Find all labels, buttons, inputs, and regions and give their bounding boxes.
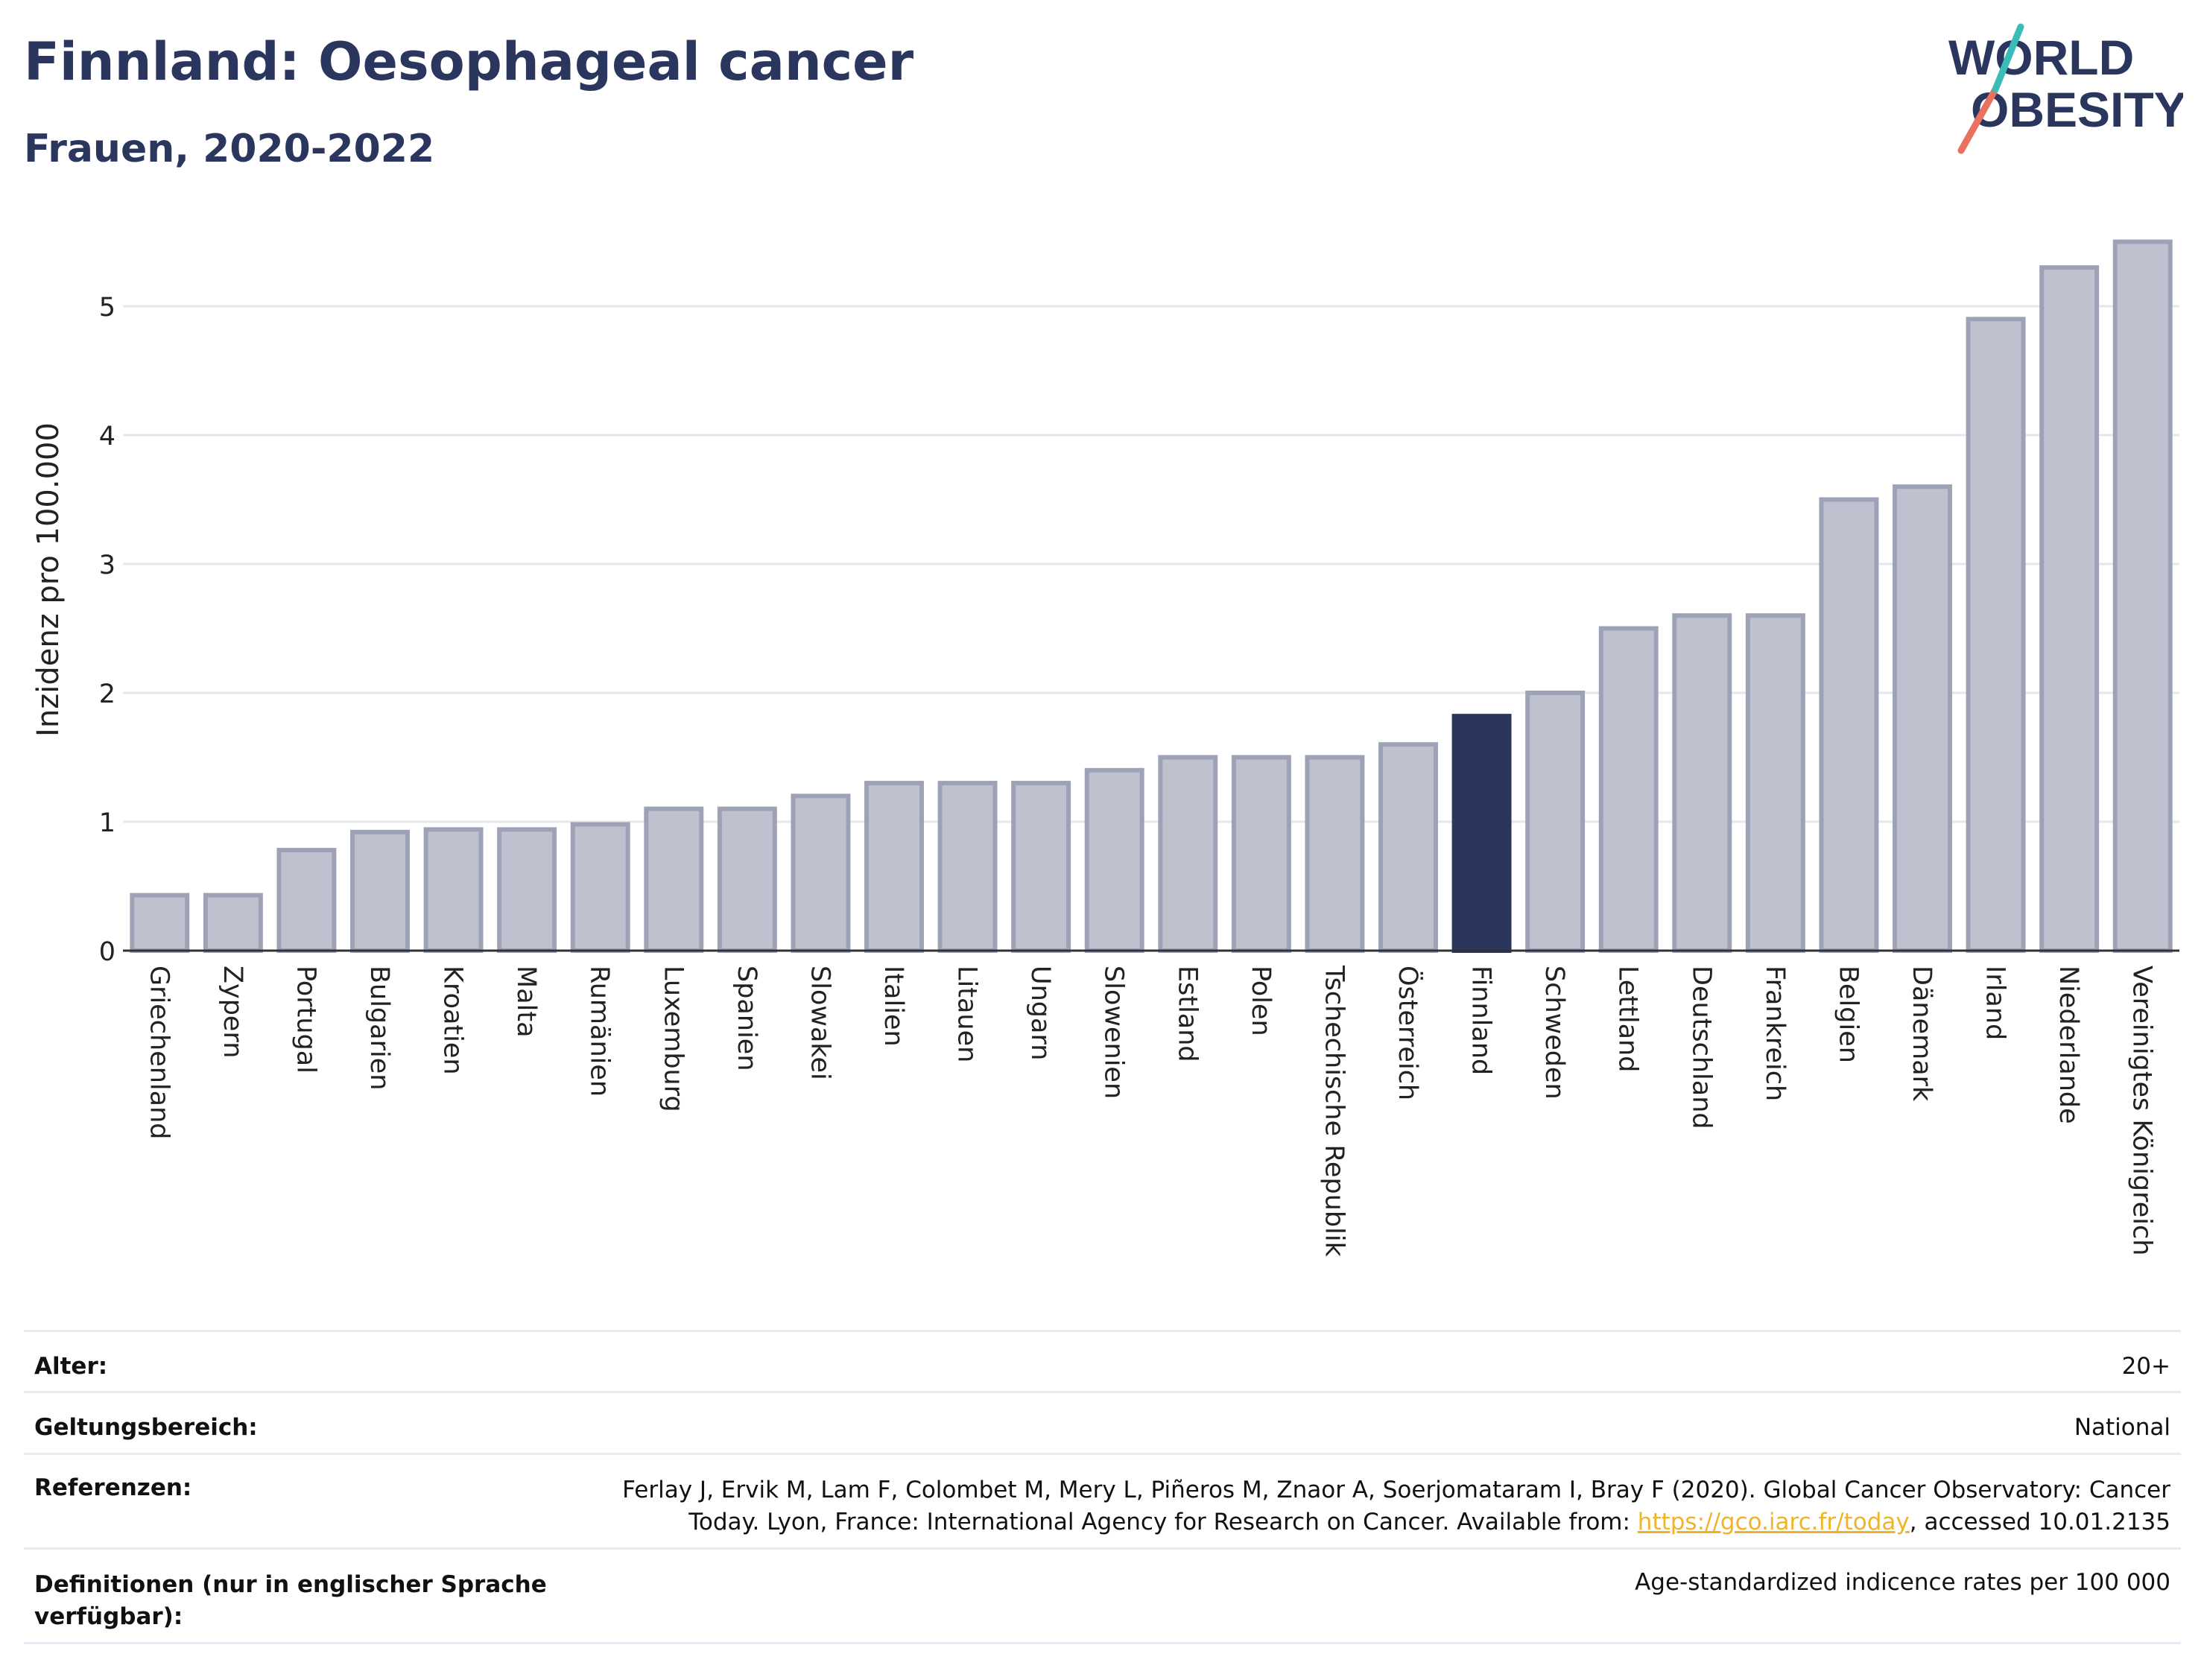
x-tick-label: Litauen	[952, 966, 982, 1062]
info-row-definitions: Definitionen (nur in englischer Sprache …	[24, 1547, 2181, 1644]
x-tick-label: Griechenland	[144, 966, 174, 1139]
x-tick-label: Belgien	[1833, 966, 1863, 1063]
chart-subtitle: Frauen, 2020-2022	[24, 127, 435, 171]
x-tick-label: Österreich	[1393, 966, 1424, 1100]
x-tick-label: Irland	[1980, 966, 2010, 1040]
bar-vereinigtes-königreich	[2112, 239, 2173, 953]
bar-spanien	[717, 806, 777, 953]
bar-niederlande	[2039, 265, 2100, 954]
x-tick-label: Luxemburg	[658, 966, 688, 1112]
references-line-2: Today. Lyon, France: International Agenc…	[688, 1509, 2170, 1535]
bar-ungarn	[1011, 781, 1071, 953]
definitions-label: Definitionen (nur in englischer Sprache …	[34, 1571, 547, 1630]
x-tick-label: Frankreich	[1760, 966, 1790, 1101]
bar-tschechische-republik	[1305, 755, 1365, 953]
bar-belgien	[1819, 497, 1879, 953]
bar-frankreich	[1745, 613, 1805, 953]
x-tick-label: Schweden	[1539, 966, 1569, 1100]
y-tick-label: 1	[99, 808, 115, 838]
references-value: Ferlay J, Ervik M, Lam F, Colombet M, Me…	[622, 1474, 2170, 1538]
x-tick-label: Deutschland	[1686, 966, 1716, 1129]
bar-polen	[1231, 755, 1291, 953]
bar-griechenland	[130, 893, 190, 953]
bar-luxemburg	[644, 806, 704, 953]
scope-value: National	[2074, 1414, 2170, 1441]
bar-dänemark	[1893, 484, 1952, 953]
scope-label: Geltungsbereich:	[34, 1414, 258, 1441]
bar-finnland	[1451, 714, 1512, 953]
chart-title: Finnland: Oesophageal cancer	[24, 31, 914, 92]
info-row-age: Alter: 20+	[24, 1330, 2181, 1392]
bar-estland	[1158, 755, 1218, 953]
y-tick-label: 3	[99, 551, 115, 580]
world-obesity-logo: WORLD OBESITY	[1948, 23, 2183, 154]
x-tick-label: Finnland	[1466, 966, 1496, 1075]
y-tick-label: 5	[99, 293, 115, 323]
info-row-scope: Geltungsbereich: National	[24, 1391, 2181, 1453]
y-axis-label: Inzidenz pro 100.000	[31, 422, 66, 737]
bar-lettland	[1598, 626, 1659, 953]
y-tick-label: 2	[99, 679, 115, 709]
bar-bulgarien	[350, 829, 410, 953]
svg-text:OBESITY: OBESITY	[1971, 82, 2183, 137]
x-tick-label: Portugal	[291, 966, 320, 1074]
y-tick-label: 0	[99, 937, 115, 967]
bar-kroatien	[423, 827, 484, 953]
x-tick-label: Malta	[511, 966, 541, 1038]
bar-chart: 0 1 2 3 4 5 Griechenland Zypern Portugal Bulgari…	[31, 239, 2179, 1258]
age-label: Alter:	[34, 1353, 108, 1380]
svg-text:WORLD: WORLD	[1948, 30, 2134, 85]
x-tick-label: Lettland	[1613, 966, 1643, 1072]
x-tick-label: Slowakei	[805, 966, 835, 1080]
x-tick-label: Dänemark	[1907, 966, 1937, 1102]
bar-slowakei	[791, 793, 851, 954]
bar-malta	[497, 827, 557, 953]
info-row-references: Referenzen: Ferlay J, Ervik M, Lam F, Co…	[24, 1453, 2181, 1547]
references-label: Referenzen:	[34, 1474, 192, 1501]
x-tick-label: Vereinigtes Königreich	[2127, 966, 2157, 1255]
x-tick-label: Spanien	[732, 966, 761, 1071]
bar-rumänien	[570, 822, 630, 953]
age-value: 20+	[2121, 1353, 2170, 1380]
references-line-1: Ferlay J, Ervik M, Lam F, Colombet M, Me…	[622, 1477, 2170, 1503]
x-tick-label: Slowenien	[1099, 966, 1129, 1099]
bar-zypern	[203, 893, 263, 953]
x-tick-label: Italien	[878, 966, 908, 1047]
bar-österreich	[1378, 742, 1438, 953]
bar-portugal	[276, 848, 337, 954]
x-tick-label: Bulgarien	[364, 966, 394, 1090]
x-tick-label: Zypern	[218, 966, 247, 1058]
x-tick-label: Tschechische Republik	[1319, 965, 1349, 1258]
x-tick-label: Estland	[1172, 966, 1202, 1062]
x-tick-label: Niederlande	[2053, 966, 2083, 1124]
x-tick-label: Kroatien	[438, 966, 468, 1075]
y-tick-label: 4	[99, 422, 115, 451]
bar-italien	[864, 781, 924, 953]
x-tick-label: Polen	[1246, 966, 1276, 1036]
bar-schweden	[1525, 691, 1586, 953]
definitions-value: Age-standardized indicence rates per 100…	[1635, 1569, 2170, 1596]
references-link[interactable]: https://gco.iarc.fr/today	[1637, 1509, 1910, 1535]
bar-deutschland	[1672, 613, 1732, 953]
bar-irland	[1966, 317, 2026, 953]
bar-slowenien	[1084, 767, 1144, 954]
x-tick-label: Rumänien	[585, 966, 615, 1097]
bar-litauen	[937, 781, 998, 953]
x-tick-label: Ungarn	[1025, 966, 1055, 1060]
